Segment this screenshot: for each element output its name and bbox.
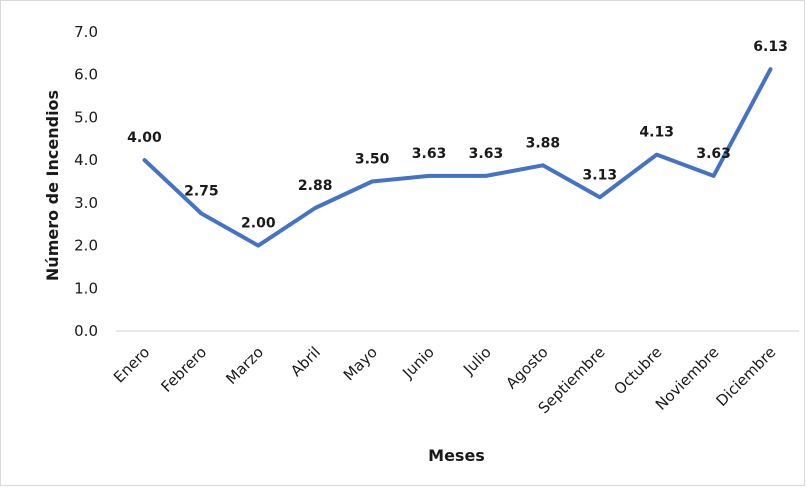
data-label: 3.88 xyxy=(526,135,561,151)
series-line xyxy=(142,67,773,248)
x-axis-title: Meses xyxy=(428,446,485,465)
x-tick-label: Julio xyxy=(459,343,495,379)
y-axis-title: Número de Incendios xyxy=(43,90,62,281)
data-label: 2.75 xyxy=(184,184,219,200)
x-tick-label: Octubre xyxy=(610,343,665,398)
x-tick-label: Diciembre xyxy=(713,343,780,410)
y-axis-ticks: 0.0 1.0 2.0 3.0 4.0 5.0 6.0 7.0 xyxy=(74,23,98,340)
x-tick-label: Enero xyxy=(110,343,153,386)
y-tick-label: 3.0 xyxy=(74,194,98,212)
data-label: 3.63 xyxy=(469,146,504,162)
data-label: 4.13 xyxy=(639,125,674,141)
x-tick-label: Febrero xyxy=(157,343,210,396)
data-label: 6.13 xyxy=(753,39,788,55)
x-tick-label: Marzo xyxy=(222,343,267,388)
data-label: 3.63 xyxy=(412,146,447,162)
data-label: 3.63 xyxy=(696,146,731,162)
data-label: 2.88 xyxy=(298,178,333,194)
x-tick-label: Mayo xyxy=(340,343,381,384)
data-label: 2.00 xyxy=(241,216,276,232)
y-tick-label: 7.0 xyxy=(74,23,98,41)
data-label: 3.13 xyxy=(583,167,618,183)
data-label: 4.00 xyxy=(127,130,162,146)
data-labels: 4.00 2.75 2.00 2.88 3.50 3.63 3.63 3.88 3.13 4.13… xyxy=(127,39,788,231)
y-tick-label: 6.0 xyxy=(74,66,98,84)
y-tick-label: 1.0 xyxy=(74,279,98,297)
y-tick-label: 5.0 xyxy=(74,108,98,126)
y-tick-label: 0.0 xyxy=(74,322,98,340)
x-tick-label: Agosto xyxy=(502,343,551,392)
y-tick-label: 4.0 xyxy=(74,151,98,169)
x-tick-label: Abril xyxy=(287,343,324,380)
x-axis-ticks: Enero Febrero Marzo Abril Mayo Junio Julio Agos… xyxy=(110,343,779,417)
x-tick-label: Junio xyxy=(398,343,437,382)
data-label: 3.50 xyxy=(355,152,390,168)
y-tick-label: 2.0 xyxy=(74,237,98,255)
